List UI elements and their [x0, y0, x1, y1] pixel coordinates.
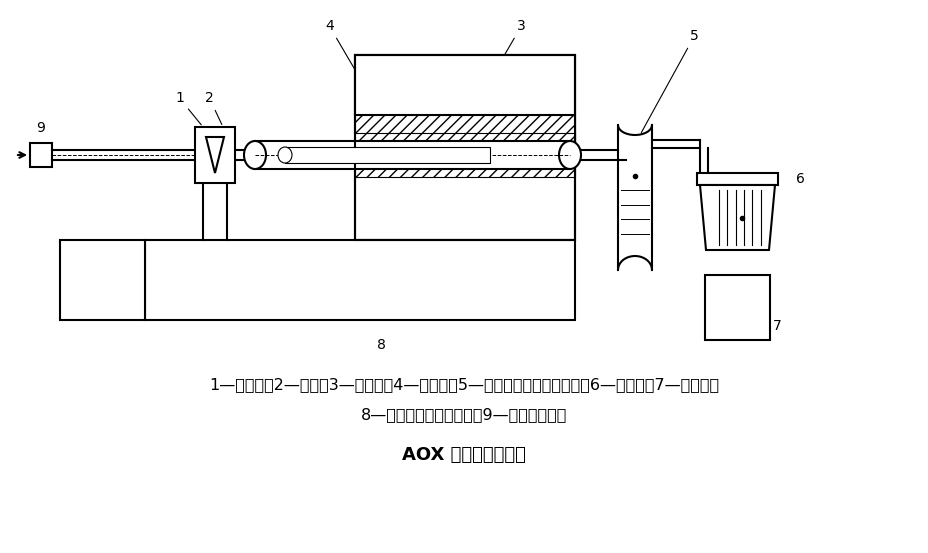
- Bar: [285, 147, 489, 163]
- Text: 1—进样口；2—样品；3—燃烧炉；4—燃烧管；5—干燥管（注入浓硫酸）；6—滴定池；7—搅拌器；: 1—进样口；2—样品；3—燃烧炉；4—燃烧管；5—干燥管（注入浓硫酸）；6—滴定…: [209, 378, 718, 393]
- Text: 6: 6: [794, 172, 804, 186]
- Text: 5: 5: [640, 29, 698, 133]
- Ellipse shape: [559, 141, 580, 169]
- Text: 7: 7: [740, 319, 780, 333]
- Bar: [254, 141, 570, 169]
- Bar: [354, 55, 574, 115]
- Bar: [60, 240, 145, 320]
- Text: 8—气流、温度控制单元；9—助燃气进口。: 8—气流、温度控制单元；9—助燃气进口。: [360, 408, 567, 422]
- Text: 1: 1: [174, 91, 201, 125]
- Text: 2: 2: [205, 91, 222, 124]
- Bar: [145, 240, 574, 320]
- Text: 4: 4: [325, 19, 393, 135]
- Bar: [195, 127, 235, 183]
- Text: AOX 测定装置原理图: AOX 测定装置原理图: [402, 446, 525, 464]
- Polygon shape: [206, 137, 224, 173]
- Bar: [354, 115, 574, 143]
- Bar: [354, 55, 574, 240]
- Bar: [30, 143, 52, 167]
- Text: 9: 9: [36, 121, 45, 135]
- Polygon shape: [699, 185, 774, 250]
- Bar: [696, 173, 777, 185]
- Ellipse shape: [277, 147, 291, 163]
- Bar: [704, 275, 769, 340]
- Text: 8: 8: [377, 338, 385, 352]
- Text: 3: 3: [488, 19, 525, 82]
- Bar: [354, 55, 574, 240]
- Bar: [354, 163, 574, 177]
- Bar: [354, 133, 574, 147]
- Ellipse shape: [244, 141, 265, 169]
